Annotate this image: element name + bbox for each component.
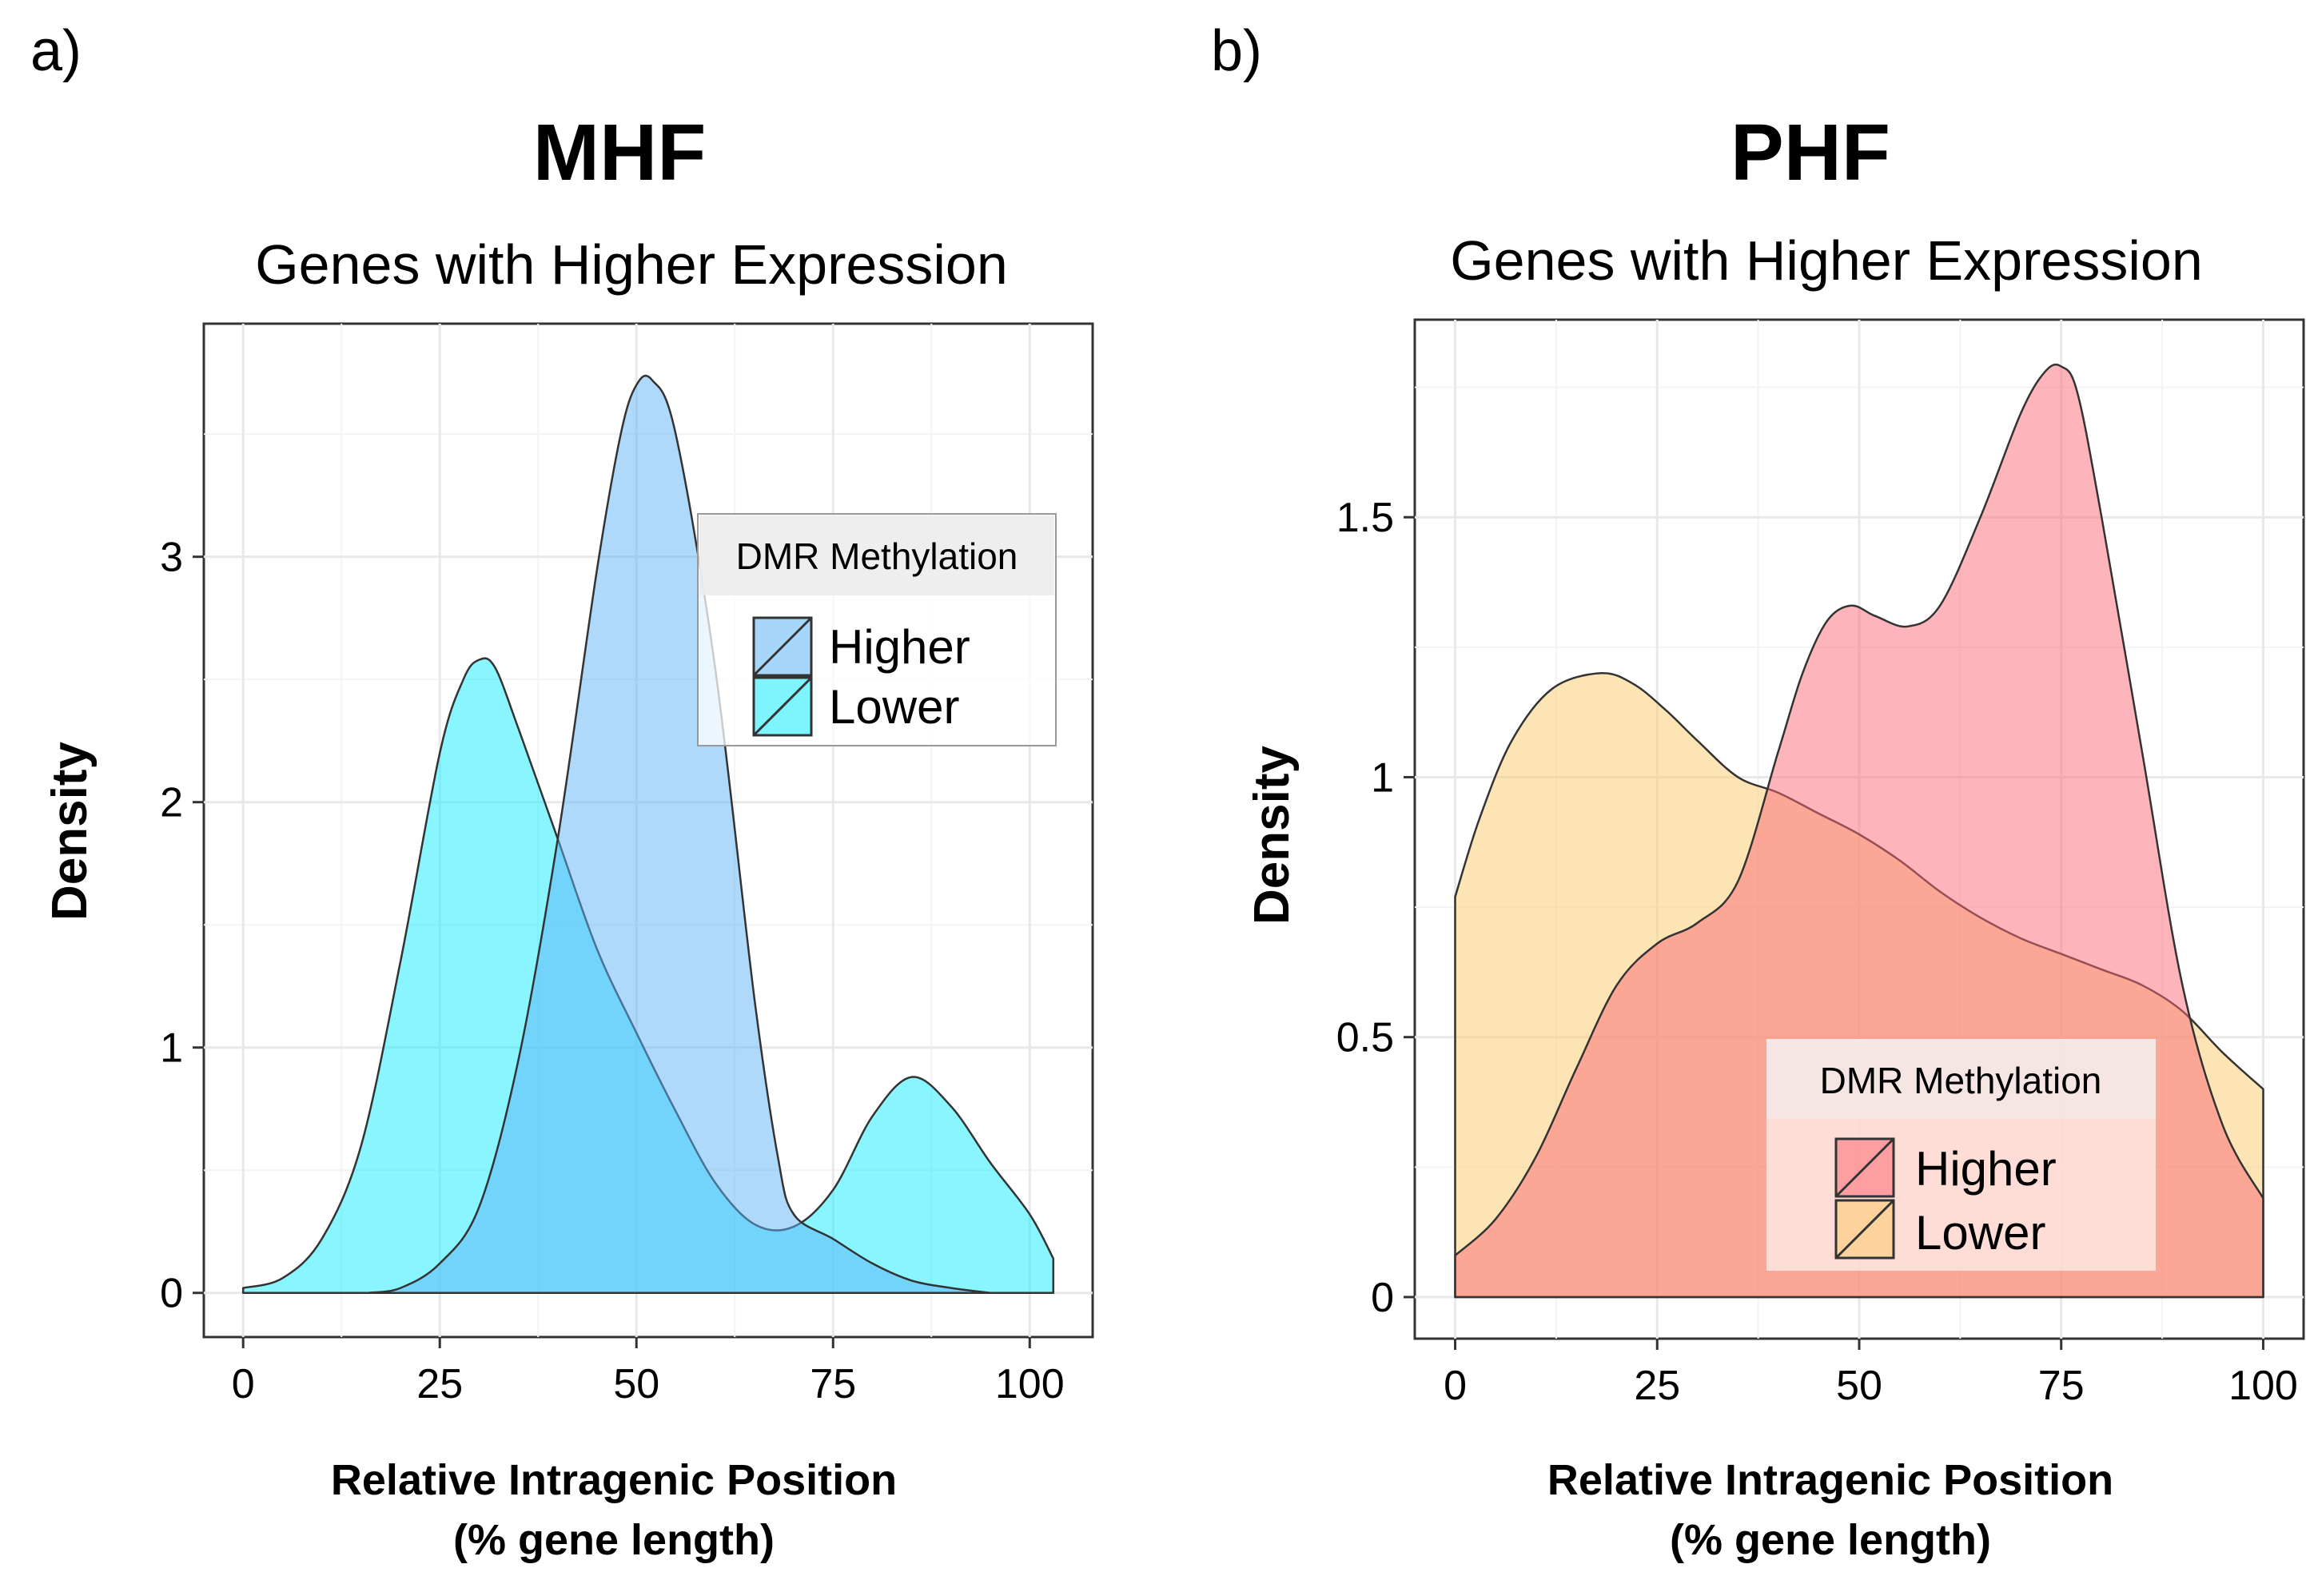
- y-tick-label: 2: [160, 780, 183, 826]
- legend-a-label-lower: Lower: [829, 680, 959, 734]
- y-axis-b: 0 0.5 1 1.5: [1336, 495, 1415, 1321]
- legend-b-slash-higher: [1834, 1137, 1895, 1198]
- legend-b-label-lower: Lower: [1915, 1206, 2045, 1260]
- y-tick-label: 0: [160, 1271, 183, 1317]
- x-axis-title-b-line2: (% gene length): [1670, 1516, 1991, 1564]
- x-tick-label: 25: [416, 1361, 463, 1407]
- legend-a: DMR Methylation Higher Lower: [697, 513, 1057, 746]
- y-axis-title-a: Density: [42, 742, 98, 921]
- chart-subtitle-b: Genes with Higher Expression: [1450, 229, 2203, 292]
- legend-b-title-bg: [1766, 1039, 2156, 1119]
- x-tick-label: 100: [995, 1361, 1065, 1407]
- x-axis-b: 0 25 50 75 100: [1444, 1339, 2298, 1409]
- y-axis-title-b: Density: [1245, 746, 1300, 925]
- panel-b: b) PHF Genes with Higher Expression 0 0.5…: [1211, 19, 2305, 1564]
- y-tick-label: 3: [160, 535, 183, 581]
- y-tick-label: 1: [160, 1025, 183, 1072]
- density-areas-a: [241, 374, 1055, 1294]
- y-tick-label: 1: [1371, 754, 1394, 801]
- x-tick-label: 75: [810, 1361, 856, 1407]
- chart-subtitle-a: Genes with Higher Expression: [255, 233, 1008, 296]
- x-axis-title-a-line2: (% gene length): [453, 1516, 775, 1564]
- y-tick-label: 0.5: [1336, 1015, 1394, 1061]
- legend-b-key-higher: [1834, 1137, 1895, 1198]
- y-axis-a: 0 1 2 3: [160, 535, 204, 1317]
- chart-title-a: MHF: [533, 108, 707, 197]
- legend-b-slash-lower: [1834, 1199, 1895, 1260]
- x-tick-label: 0: [1444, 1363, 1467, 1409]
- legend-b-title: DMR Methylation: [1820, 1060, 2102, 1101]
- x-tick-label: 50: [1836, 1363, 1882, 1409]
- legend-a-key-higher: [752, 616, 813, 677]
- x-tick-label: 25: [1634, 1363, 1680, 1409]
- x-axis-title-a-line1: Relative Intragenic Position: [331, 1456, 897, 1504]
- legend-b-key-lower: [1834, 1199, 1895, 1260]
- y-tick-label: 0: [1371, 1275, 1394, 1321]
- x-axis-a: 0 25 50 75 100: [232, 1337, 1065, 1407]
- legend-a-slash-lower: [752, 676, 813, 737]
- legend-a-title-bg: [699, 515, 1054, 595]
- y-tick-label: 1.5: [1336, 495, 1394, 541]
- panel-label-b: b): [1211, 19, 1262, 83]
- density-area-higher: [368, 374, 992, 1294]
- x-tick-label: 100: [2228, 1363, 2298, 1409]
- legend-a-title: DMR Methylation: [736, 535, 1018, 577]
- legend-a-label-higher: Higher: [829, 620, 970, 674]
- legend-b-label-higher: Higher: [1915, 1142, 2057, 1196]
- panel-a: a) MHF Genes with Higher Expression 0 1 2 3…: [30, 19, 1094, 1564]
- legend-a-key-lower: [752, 676, 813, 737]
- legend-b: DMR Methylation Higher Lower: [1766, 1039, 2156, 1271]
- x-axis-title-b-line1: Relative Intragenic Position: [1547, 1456, 2113, 1504]
- chart-title-b: PHF: [1730, 108, 1890, 197]
- x-tick-label: 50: [613, 1361, 659, 1407]
- x-tick-label: 0: [232, 1361, 255, 1407]
- panel-label-a: a): [30, 19, 82, 83]
- x-tick-label: 75: [2038, 1363, 2085, 1409]
- legend-a-slash-higher: [752, 616, 813, 677]
